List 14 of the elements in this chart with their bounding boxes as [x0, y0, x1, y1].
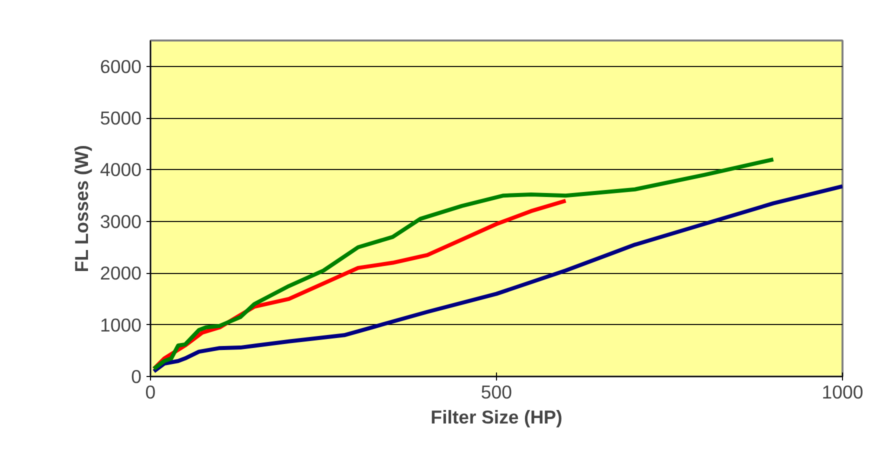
x-tick-label: 500: [480, 382, 512, 402]
y-tick-label: 2000: [100, 262, 142, 284]
y-tick-label: 5000: [100, 108, 142, 129]
y-tick-label: 3000: [100, 210, 142, 232]
y-tick-label: 1000: [100, 314, 142, 336]
line-series: [152, 184, 842, 374]
y-axis-title: FL Losses (W): [70, 145, 92, 272]
x-tick-label: 0: [145, 382, 156, 402]
x-axis-title: Filter Size (HP): [430, 406, 562, 428]
y-tick-label: 6000: [100, 56, 142, 77]
line-series: [152, 157, 776, 371]
x-tick-label: 1000: [822, 382, 864, 402]
y-tick-label: 0: [131, 366, 142, 387]
y-tick-label: 4000: [100, 159, 142, 180]
